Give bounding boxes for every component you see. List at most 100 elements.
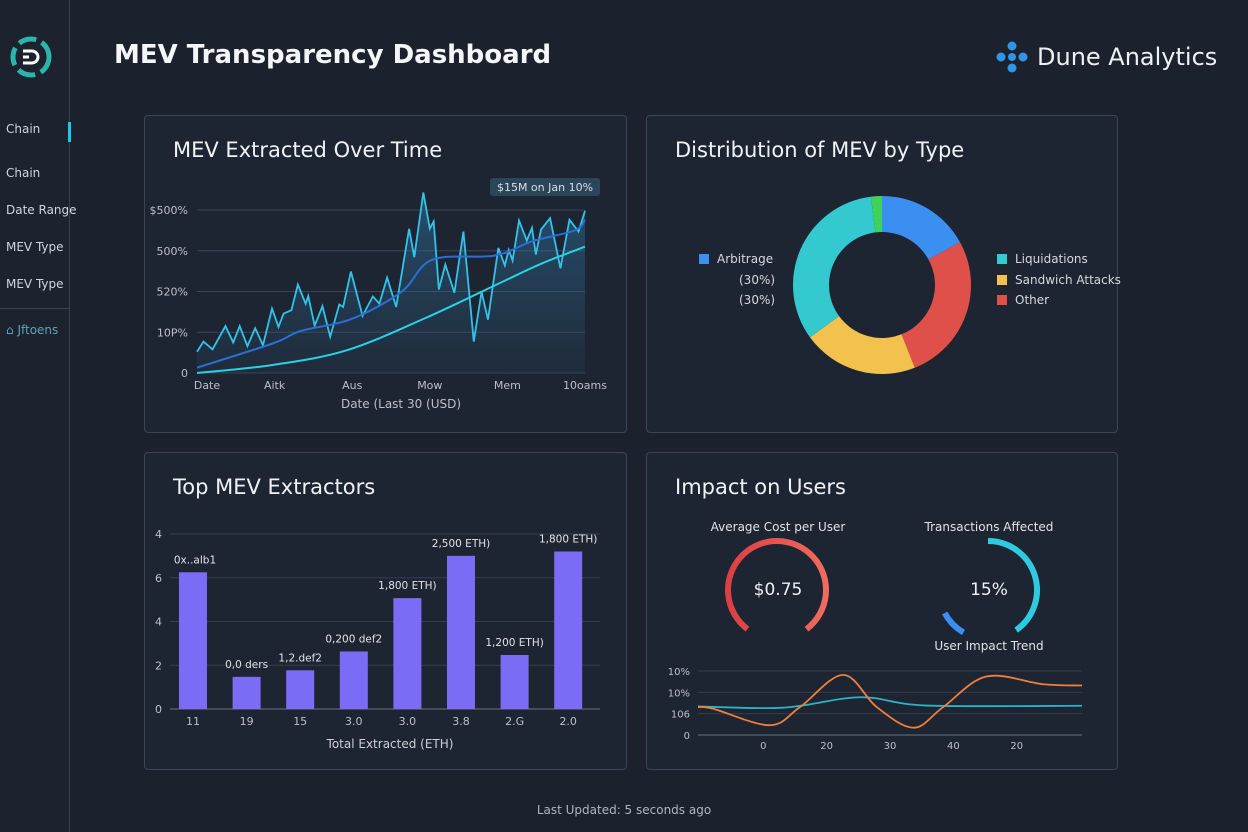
legend-swatch	[997, 275, 1007, 285]
top-extractors-card: Top MEV Extractors	[144, 452, 627, 770]
y-tick-label: 520%	[157, 286, 188, 299]
gauge-cost-value: $0.75	[753, 580, 803, 600]
card-title: Top MEV Extractors	[173, 475, 376, 499]
x-tick-label: Aus	[342, 379, 362, 392]
y-tick-label: 2	[155, 659, 162, 672]
gauge-tx-value: 15%	[970, 580, 1008, 600]
page-title: MEV Transparency Dashboard	[114, 40, 552, 70]
series-area	[197, 192, 585, 373]
legend-note: (30%)	[739, 293, 776, 307]
x-tick-label: 3.8	[452, 715, 470, 728]
mev-distribution-card: Distribution of MEV by Type Arbitrage (3…	[646, 115, 1121, 433]
y-tick-label: $500%	[150, 204, 188, 217]
gauge-cost-label: Average Cost per User	[710, 520, 846, 534]
sidebar-item-date-range[interactable]: Date Range	[6, 203, 77, 217]
y-tick-label: 6	[155, 572, 162, 585]
y-tick-label: 0	[155, 703, 162, 716]
legend-swatch	[699, 254, 709, 264]
legend-note: (30%)	[739, 273, 776, 287]
legend-item-other[interactable]: Other	[997, 293, 1049, 307]
legend-label: Other	[1015, 293, 1050, 307]
annotation-text: $15M on Jan 10%	[497, 181, 593, 194]
gauge-tx-label: Transactions Affected	[924, 520, 1054, 534]
legend-item-sandwich[interactable]: Sandwich Attacks	[997, 273, 1121, 287]
x-tick-label: 0	[760, 741, 766, 752]
y-tick-label: 0	[684, 731, 690, 742]
x-tick-label: 15	[293, 715, 307, 728]
x-tick-label: 40	[947, 741, 960, 752]
bar-data-label: 0x..alb1	[174, 554, 216, 566]
sidebar-item-mev-type-2[interactable]: MEV Type	[6, 277, 64, 291]
bar-data-label: 0,200 def2	[325, 633, 382, 645]
donut-slice-misc	[870, 196, 882, 233]
brand-name: Dune Analytics	[1037, 43, 1218, 71]
active-indicator	[68, 122, 71, 142]
donut-slice-other	[901, 242, 971, 368]
x-axis-label: Date (Last 30 (USD)	[341, 397, 461, 411]
bar-data-label: 1,800 ETH)	[539, 534, 597, 546]
sidebar-item-chain-2[interactable]: Chain	[6, 166, 41, 180]
mev-over-time-chart: 0 10P% 520% 500% $500% Date Aitk Aus Mow Mem 10oam…	[150, 178, 607, 411]
y-tick-label: 106	[671, 710, 690, 721]
bar	[447, 555, 475, 709]
user-impact-trend-title: User Impact Trend	[934, 639, 1044, 653]
x-tick-label: Date	[194, 379, 221, 392]
y-tick-label: 10P%	[157, 326, 188, 339]
sidebar: Chain Chain Date Range MEV Type MEV Type…	[0, 0, 77, 832]
y-tick-label: 4	[155, 616, 162, 629]
legend-swatch	[997, 295, 1007, 305]
y-tick-label: 10%	[668, 688, 690, 699]
mev-distribution-donut	[793, 196, 971, 374]
dune-diamond-icon	[996, 41, 1028, 73]
sidebar-item-chain[interactable]: Chain	[6, 122, 41, 136]
bar-data-label: 0,0 ders	[225, 659, 268, 671]
y-tick-label: 4	[155, 528, 162, 541]
last-updated: Last Updated: 5 seconds ago	[536, 803, 712, 817]
bar	[339, 651, 368, 709]
sidebar-item-home[interactable]: ⌂ Jftoens	[6, 323, 58, 337]
top-extractors-chart: 0 2 4 6 4 0x..alb1 11 0,0 ders 19 1,2.def2 15 0,200…	[155, 528, 600, 751]
series-line-trend-1	[196, 219, 586, 369]
sidebar-item-mev-type[interactable]: MEV Type	[6, 240, 64, 254]
card-title: Impact on Users	[675, 475, 846, 499]
impact-chart: 0 106 10% 10% 0 20 30 40 20	[668, 538, 1083, 752]
x-tick-label: 2.0	[559, 715, 577, 728]
bar-data-label: 1,200 ETH)	[485, 637, 543, 649]
bar	[393, 598, 422, 709]
series-line-volatile	[196, 192, 586, 353]
x-tick-label: 3.0	[399, 715, 417, 728]
legend-label: Sandwich Attacks	[1015, 273, 1121, 287]
x-tick-label: 3.0	[345, 715, 363, 728]
gauge-cost-arc	[725, 538, 829, 632]
gauge-tx-arc-secondary	[942, 611, 966, 636]
x-tick-label: Mow	[417, 379, 442, 392]
impact-card: Impact on Users Average Cost per User Tr…	[646, 452, 1118, 770]
annotation-box	[490, 178, 600, 196]
home-icon: ⌂	[6, 323, 14, 337]
legend-item-liquidations[interactable]: Liquidations	[997, 252, 1088, 266]
x-tick-label: Aitk	[264, 379, 286, 392]
card-title: Distribution of MEV by Type	[675, 138, 965, 162]
x-axis-label: Total Extracted (ETH)	[326, 737, 454, 751]
x-tick-label: 19	[240, 715, 254, 728]
x-tick-label: 20	[820, 741, 833, 752]
bar	[500, 654, 529, 709]
y-tick-label: 10%	[668, 667, 690, 678]
bar-data-label: 2,500 ETH)	[432, 538, 490, 550]
donut-slice-liquidations	[793, 196, 876, 338]
x-tick-label: 11	[186, 715, 200, 728]
legend-label: Liquidations	[1015, 252, 1088, 266]
trend-line-1	[697, 673, 1083, 729]
brand[interactable]: Dune Analytics	[995, 40, 1217, 74]
gauge-tx-arc	[987, 538, 1040, 633]
legend-label: Arbitrage	[717, 252, 774, 266]
bar-data-label: 1,2.def2	[278, 652, 322, 664]
bar	[554, 551, 583, 709]
x-tick-label: 10oams	[563, 379, 607, 392]
series-line-trend-2	[196, 245, 586, 374]
dune-logo-icon[interactable]	[8, 34, 54, 80]
donut-slice-sandwich-attacks	[809, 316, 915, 374]
legend-item-arbitrage[interactable]: Arbitrage	[699, 252, 773, 266]
bar	[179, 572, 207, 709]
bar	[232, 676, 261, 709]
